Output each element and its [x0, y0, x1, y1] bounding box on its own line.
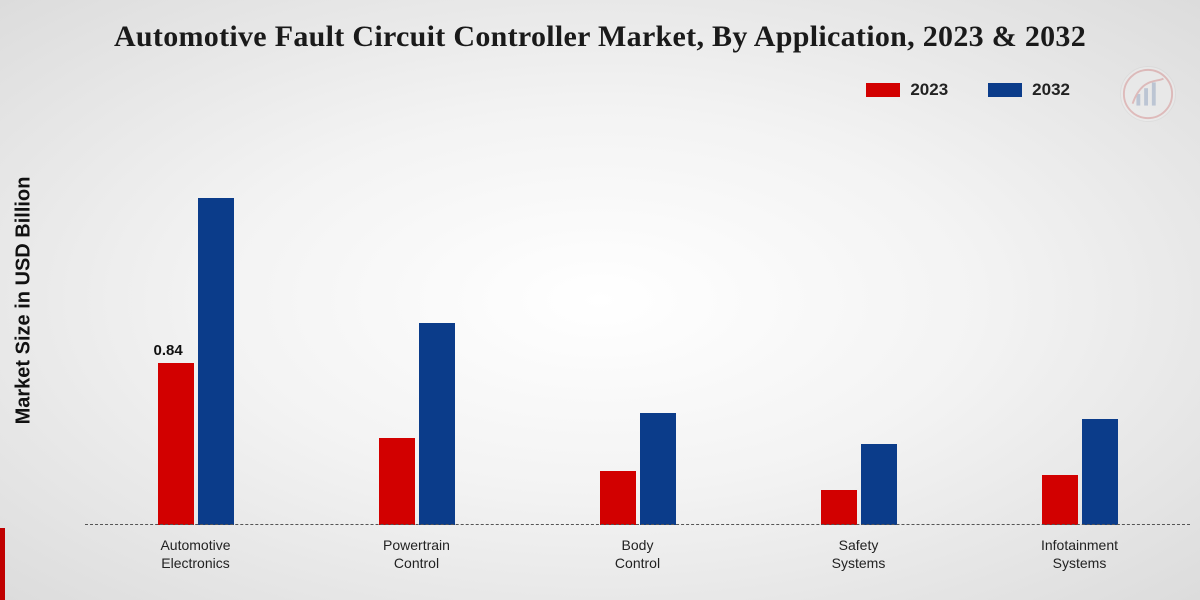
y-axis-label-container: Market Size in USD Billion: [4, 0, 44, 600]
legend-swatch-2023: [866, 83, 900, 97]
bar-2023: [600, 471, 636, 525]
bar-2023: [1042, 475, 1078, 525]
plot-area: 0.84: [85, 140, 1190, 525]
bar-groups: 0.84: [85, 140, 1190, 525]
x-axis-labels: AutomotiveElectronics PowertrainControl Bo…: [85, 537, 1190, 572]
bar-2032: [198, 198, 234, 525]
y-axis-label: Market Size in USD Billion: [13, 176, 36, 424]
bar-2023: [379, 438, 415, 525]
bar-2032: [1082, 419, 1118, 525]
bar-2032: [640, 413, 676, 525]
bar-value-label: 0.84: [154, 342, 183, 359]
x-tick-label: AutomotiveElectronics: [126, 537, 266, 572]
bar-group: 0.84: [158, 140, 234, 525]
bar-2023: [158, 363, 194, 525]
bar-group: [1042, 140, 1118, 525]
x-axis-baseline: [85, 524, 1190, 525]
bar-2032: [419, 323, 455, 525]
x-tick-label: PowertrainControl: [347, 537, 487, 572]
x-tick-label: SafetySystems: [789, 537, 929, 572]
legend-swatch-2032: [988, 83, 1022, 97]
chart-canvas: Automotive Fault Circuit Controller Mark…: [0, 0, 1200, 600]
x-tick-label: BodyControl: [568, 537, 708, 572]
bar-2023: [821, 490, 857, 525]
bar-group: [379, 140, 455, 525]
bar-group: [821, 140, 897, 525]
legend-item-2032: 2032: [988, 80, 1070, 100]
chart-title: Automotive Fault Circuit Controller Mark…: [0, 20, 1200, 54]
bar-group: [600, 140, 676, 525]
legend: 2023 2032: [866, 80, 1070, 100]
legend-label-2032: 2032: [1032, 80, 1070, 100]
bar-2032: [861, 444, 897, 525]
legend-item-2023: 2023: [866, 80, 948, 100]
watermark-logo: [1120, 66, 1176, 122]
legend-label-2023: 2023: [910, 80, 948, 100]
x-tick-label: InfotainmentSystems: [1010, 537, 1150, 572]
